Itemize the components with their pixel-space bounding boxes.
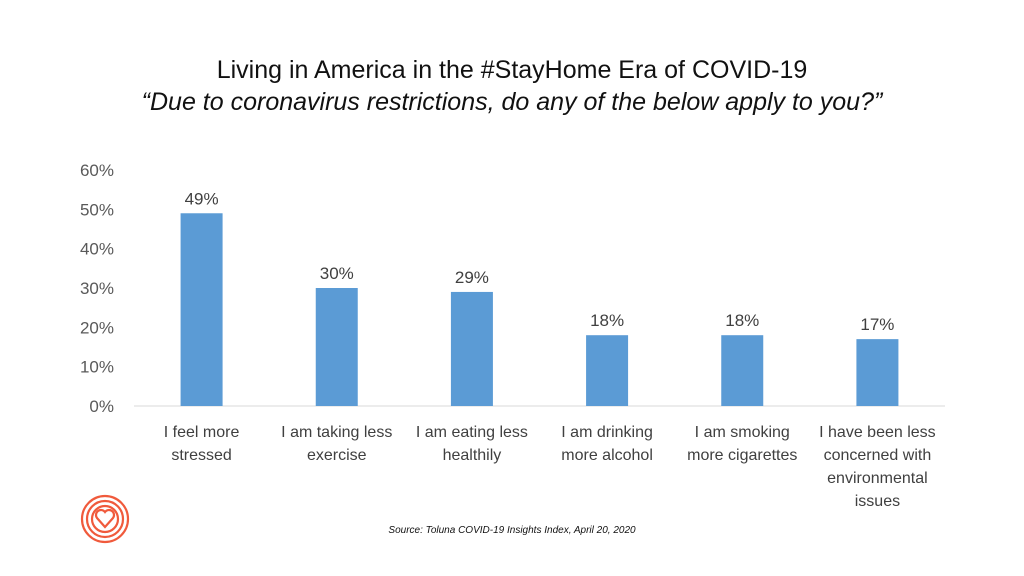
x-tick-label: I am smoking xyxy=(695,424,790,441)
source-note: Source: Toluna COVID-19 Insights Index, … xyxy=(388,525,636,536)
x-tick-label: I am eating less xyxy=(416,424,528,441)
x-tick-label: more cigarettes xyxy=(687,447,797,464)
y-tick-label: 20% xyxy=(80,318,114,337)
y-tick-label: 50% xyxy=(80,200,114,219)
data-label: 49% xyxy=(185,189,219,208)
y-tick-label: 30% xyxy=(80,279,114,298)
x-tick-label: I am drinking xyxy=(561,424,653,441)
data-label: 18% xyxy=(725,311,759,330)
chart-subtitle: “Due to coronavirus restrictions, do any… xyxy=(141,88,883,116)
x-tick-label: I feel more xyxy=(164,424,240,441)
y-tick-label: 0% xyxy=(89,397,114,416)
x-tick-label: I have been less xyxy=(819,424,936,441)
x-tick-label: stressed xyxy=(171,447,231,464)
bar xyxy=(856,339,899,406)
x-tick-label: healthily xyxy=(443,447,502,464)
data-label: 18% xyxy=(590,311,624,330)
bar xyxy=(315,288,358,406)
x-tick-label: exercise xyxy=(307,447,367,464)
data-label: 30% xyxy=(320,264,354,283)
data-label: 17% xyxy=(860,315,894,334)
y-tick-label: 10% xyxy=(80,358,114,377)
bar xyxy=(180,213,223,406)
x-tick-label: concerned with xyxy=(824,447,932,464)
bar xyxy=(586,335,629,406)
x-tick-label: issues xyxy=(855,493,900,510)
bar xyxy=(721,335,764,406)
heart-logo-icon xyxy=(80,494,130,544)
data-label: 29% xyxy=(455,268,489,287)
bar xyxy=(450,291,493,406)
x-tick-label: environmental xyxy=(827,470,928,487)
x-tick-label: I am taking less xyxy=(281,424,392,441)
y-tick-label: 60% xyxy=(80,161,114,180)
chart-title: Living in America in the #StayHome Era o… xyxy=(216,56,808,84)
x-tick-label: more alcohol xyxy=(561,447,653,464)
y-tick-label: 40% xyxy=(80,240,114,259)
